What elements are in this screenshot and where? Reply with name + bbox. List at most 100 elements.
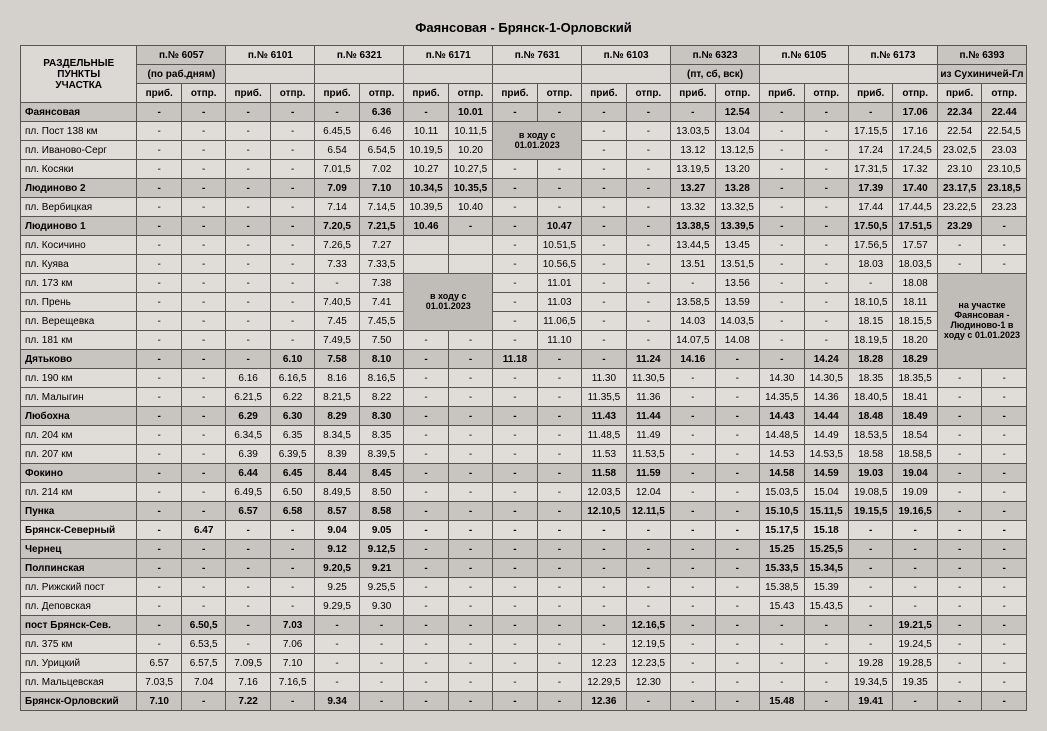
cell: 7.45: [315, 312, 359, 331]
cell: -: [448, 540, 492, 559]
cell: -: [582, 521, 626, 540]
cell: 15.43,5: [804, 597, 848, 616]
cell: -: [715, 616, 759, 635]
cell: 17.57: [893, 236, 937, 255]
cell: -: [137, 103, 181, 122]
header-train-4: п.№ 7631: [493, 46, 582, 65]
cell: 15.25: [760, 540, 804, 559]
cell: -: [982, 388, 1027, 407]
cell: -: [537, 179, 581, 198]
cell: 9.12: [315, 540, 359, 559]
station-name: Фаянсовая: [21, 103, 137, 122]
station-name: пл. 375 км: [21, 635, 137, 654]
cell: -: [493, 483, 537, 502]
cell: 18.58: [848, 445, 892, 464]
cell: -: [137, 217, 181, 236]
cell: [404, 236, 448, 255]
cell: -: [804, 141, 848, 160]
cell: 19.21,5: [893, 616, 937, 635]
cell: -: [804, 103, 848, 122]
cell: 17.56,5: [848, 236, 892, 255]
cell: 17.40: [893, 179, 937, 198]
cell: 9.29,5: [315, 597, 359, 616]
cell: 14.30: [760, 369, 804, 388]
cell: -: [848, 597, 892, 616]
cell: 11.03: [537, 293, 581, 312]
cell: 6.54,5: [359, 141, 403, 160]
cell: -: [404, 407, 448, 426]
cell: 10.27,5: [448, 160, 492, 179]
cell: 6.30: [270, 407, 314, 426]
cell: -: [760, 255, 804, 274]
cell: -: [226, 217, 270, 236]
cell: 10.40: [448, 198, 492, 217]
cell: 23.17,5: [937, 179, 981, 198]
cell: -: [493, 597, 537, 616]
cell: -: [582, 141, 626, 160]
cell: 7.16: [226, 673, 270, 692]
cell: 18.03: [848, 255, 892, 274]
cell: -: [137, 483, 181, 502]
cell: -: [315, 654, 359, 673]
cell: -: [137, 141, 181, 160]
cell: -: [804, 179, 848, 198]
station-name: пл. Урицкий: [21, 654, 137, 673]
cell: -: [448, 464, 492, 483]
cell: 14.49: [804, 426, 848, 445]
header-dep-6: отпр.: [715, 84, 759, 103]
cell: -: [359, 673, 403, 692]
station-name: пл. Деповская: [21, 597, 137, 616]
cell: 19.04: [893, 464, 937, 483]
header-arr-5: приб.: [582, 84, 626, 103]
cell: -: [626, 692, 670, 711]
cell: 18.49: [893, 407, 937, 426]
cell: 10.46: [404, 217, 448, 236]
cell: -: [137, 407, 181, 426]
header-arr-0: приб.: [137, 84, 181, 103]
cell: -: [137, 540, 181, 559]
header-sub-6: (пт, сб, вск): [671, 65, 760, 84]
cell: -: [493, 236, 537, 255]
cell: -: [715, 597, 759, 616]
cell: 19.35: [893, 673, 937, 692]
station-name: пл. 190 км: [21, 369, 137, 388]
cell: 6.16,5: [270, 369, 314, 388]
header-dep-2: отпр.: [359, 84, 403, 103]
cell: 14.07,5: [671, 331, 715, 350]
header-train-2: п.№ 6321: [315, 46, 404, 65]
cell: 12.10,5: [582, 502, 626, 521]
cell: 18.15: [848, 312, 892, 331]
cell: 18.11: [893, 293, 937, 312]
cell: -: [226, 293, 270, 312]
cell: 15.11,5: [804, 502, 848, 521]
cell: -: [315, 673, 359, 692]
cell: 14.30,5: [804, 369, 848, 388]
cell: -: [626, 160, 670, 179]
cell: -: [982, 369, 1027, 388]
cell: -: [982, 597, 1027, 616]
cell: -: [760, 350, 804, 369]
cell: 7.03: [270, 616, 314, 635]
cell: -: [937, 483, 981, 502]
cell: -: [404, 540, 448, 559]
cell: -: [181, 559, 225, 578]
cell: -: [626, 103, 670, 122]
cell: 11.44: [626, 407, 670, 426]
cell: -: [270, 255, 314, 274]
cell: -: [937, 673, 981, 692]
header-arr-4: приб.: [493, 84, 537, 103]
cell: -: [226, 521, 270, 540]
cell: -: [626, 274, 670, 293]
station-name: пл. 204 км: [21, 426, 137, 445]
cell: -: [359, 654, 403, 673]
cell: -: [671, 597, 715, 616]
cell: -: [270, 540, 314, 559]
cell: -: [848, 559, 892, 578]
cell: -: [226, 122, 270, 141]
header-train-0: п.№ 6057: [137, 46, 226, 65]
cell: -: [226, 160, 270, 179]
cell: -: [760, 160, 804, 179]
cell: -: [404, 559, 448, 578]
station-name: пл. Верещевка: [21, 312, 137, 331]
cell: 23.10: [937, 160, 981, 179]
